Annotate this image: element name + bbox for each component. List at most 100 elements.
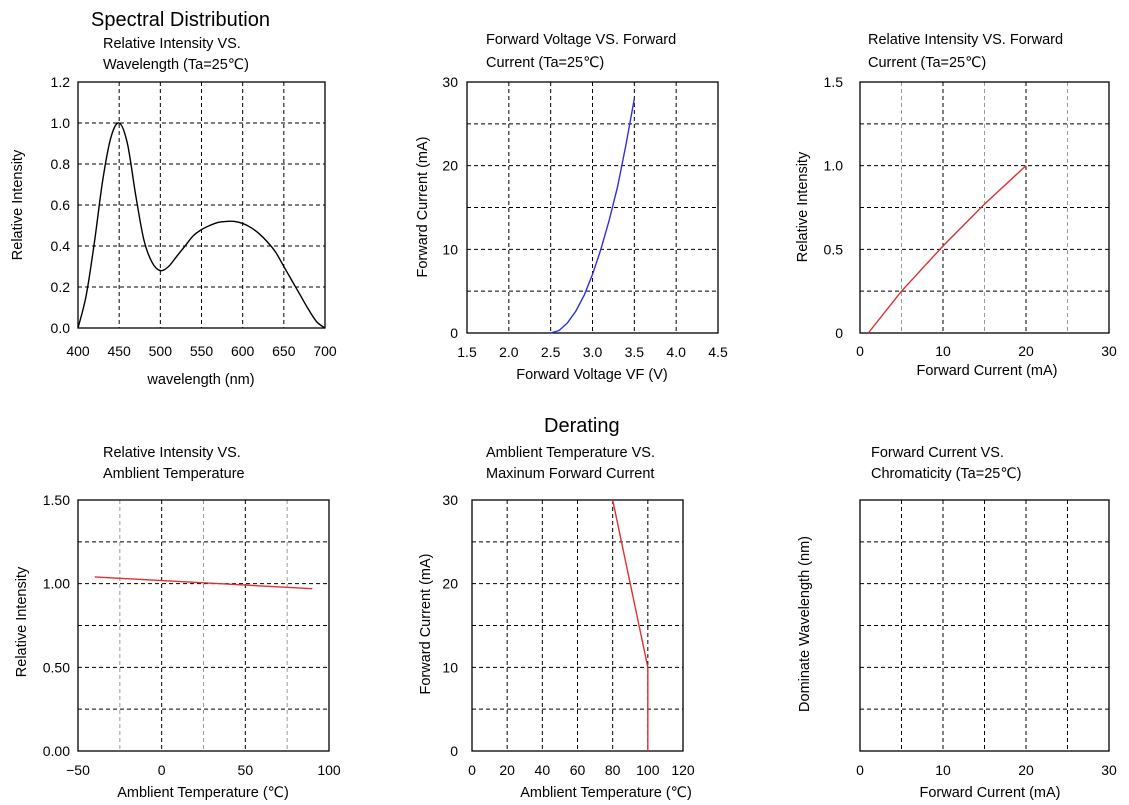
chart-title-line: Relative Intensity VS. (103, 36, 241, 52)
y-tick-label: 1.5 (824, 74, 844, 90)
x-axis-label: Amblient Temperature (℃) (520, 785, 692, 801)
y-tick-label: 0.2 (51, 279, 71, 295)
x-tick-label: 40 (535, 762, 551, 778)
x-tick-label: −50 (66, 762, 90, 778)
series-line (867, 165, 1027, 334)
series-line (94, 576, 313, 590)
y-tick-label: 1.0 (51, 115, 71, 131)
series-line (550, 98, 636, 334)
chart-1: Relative Intensity VS. Wavelength (Ta=25℃… (10, 36, 337, 388)
x-axis-label: Amblient Temperature (℃) (117, 785, 289, 801)
x-tick-label: 2.0 (499, 344, 519, 360)
y-axis-label: Relative Intensity (14, 566, 30, 677)
y-axis-label: Dominate Wavelength (nm) (797, 536, 813, 712)
x-tick-label: 500 (149, 343, 173, 359)
x-tick-label: 700 (313, 343, 337, 359)
x-tick-label: 1.5 (457, 344, 477, 360)
chart-5: Amblient Temperature VS. Maxinum Forward … (418, 445, 695, 801)
y-tick-label: 0.0 (51, 320, 71, 336)
y-tick-label: 20 (442, 576, 458, 592)
x-axis-label: wavelength (nm) (146, 372, 254, 388)
y-tick-label: 0.6 (51, 197, 71, 213)
y-tick-label: 30 (442, 492, 458, 508)
x-tick-label: 100 (636, 762, 660, 778)
y-tick-label: 0 (450, 325, 458, 341)
x-tick-label: 10 (935, 762, 951, 778)
x-axis-label: Forward Current (mA) (917, 363, 1058, 379)
chart-title-line: Forward Current VS. (871, 445, 1004, 461)
x-tick-label: 650 (272, 343, 296, 359)
y-axis-label: Forward Current (mA) (418, 554, 434, 695)
x-tick-label: 2.5 (541, 344, 561, 360)
y-tick-label: 0 (835, 325, 843, 341)
x-tick-label: 20 (499, 762, 515, 778)
y-axis-label: Forward Current (mA) (415, 137, 431, 278)
x-tick-label: 600 (231, 343, 255, 359)
x-tick-label: 0 (856, 762, 864, 778)
y-axis-label: Relative Intensity (795, 151, 811, 262)
chart-title-line: Relative Intensity VS. Forward (868, 32, 1063, 48)
y-axis-label: Relative Intensity (10, 149, 26, 260)
y-tick-label: 1.00 (43, 576, 70, 592)
y-tick-label: 10 (442, 241, 458, 257)
x-tick-label: 10 (935, 343, 951, 359)
plot-frame (466, 81, 719, 334)
spectral-distribution-heading: Spectral Distribution (91, 9, 270, 31)
chart-title-line: Chromaticity (Ta=25℃) (871, 466, 1021, 482)
x-tick-label: 80 (605, 762, 621, 778)
chart-title-line: Current (Ta=25℃) (486, 55, 604, 71)
x-tick-label: 0 (468, 762, 476, 778)
y-tick-label: 1.50 (43, 492, 70, 508)
x-tick-label: 4.0 (666, 344, 686, 360)
x-tick-label: 30 (1101, 343, 1117, 359)
series-line (611, 499, 649, 751)
x-tick-label: 60 (570, 762, 586, 778)
x-tick-label: 4.5 (708, 344, 728, 360)
x-tick-label: 400 (66, 343, 90, 359)
plot-frame (859, 499, 1110, 752)
chart-title-line: Current (Ta=25℃) (868, 55, 986, 71)
derating-heading: Derating (544, 415, 620, 437)
x-tick-label: 0 (856, 343, 864, 359)
plot-frame (77, 81, 326, 329)
y-tick-label: 20 (442, 158, 458, 174)
x-tick-label: 450 (107, 343, 131, 359)
x-tick-label: 50 (238, 762, 254, 778)
y-tick-label: 0.4 (51, 238, 71, 254)
y-tick-label: 30 (442, 74, 458, 90)
x-tick-label: 3.0 (583, 344, 603, 360)
chart-title-line: Maxinum Forward Current (486, 466, 654, 482)
plot-frame (77, 499, 330, 752)
y-tick-label: 0.5 (824, 241, 844, 257)
x-tick-label: 3.5 (625, 344, 645, 360)
chart-3: Relative Intensity VS. Forward Current (T… (795, 32, 1117, 379)
chart-title-line: Forward Voltage VS. Forward (486, 32, 676, 48)
y-tick-label: 10 (442, 659, 458, 675)
x-axis-label: Forward Voltage VF (V) (516, 367, 668, 383)
y-tick-label: 0.50 (43, 659, 70, 675)
chart-title-line: Amblient Temperature (103, 466, 245, 482)
x-tick-label: 120 (671, 762, 695, 778)
x-tick-label: 20 (1018, 762, 1034, 778)
y-tick-label: 0.00 (43, 743, 70, 759)
y-tick-label: 0.8 (51, 156, 71, 172)
chart-title-line: Wavelength (Ta=25℃) (103, 57, 249, 73)
x-tick-label: 100 (317, 762, 341, 778)
x-tick-label: 550 (190, 343, 214, 359)
y-tick-label: 1.0 (824, 158, 844, 174)
y-tick-label: 0 (450, 743, 458, 759)
chart-4: Relative Intensity VS. Amblient Temperatu… (14, 445, 341, 801)
y-tick-label: 1.2 (51, 74, 71, 90)
chart-title-line: Amblient Temperature VS. (486, 445, 655, 461)
chart-2: Forward Voltage VS. Forward Current (Ta=2… (415, 32, 728, 383)
x-tick-label: 0 (158, 762, 166, 778)
plot-frame (471, 499, 684, 752)
plot-frame (859, 81, 1110, 334)
chart-title-line: Relative Intensity VS. (103, 445, 241, 461)
x-tick-label: 30 (1101, 762, 1117, 778)
x-axis-label: Forward Current (mA) (920, 785, 1061, 801)
chart-6: Forward Current VS. Chromaticity (Ta=25℃)… (797, 445, 1117, 801)
series-line (77, 122, 326, 329)
x-tick-label: 20 (1018, 343, 1034, 359)
